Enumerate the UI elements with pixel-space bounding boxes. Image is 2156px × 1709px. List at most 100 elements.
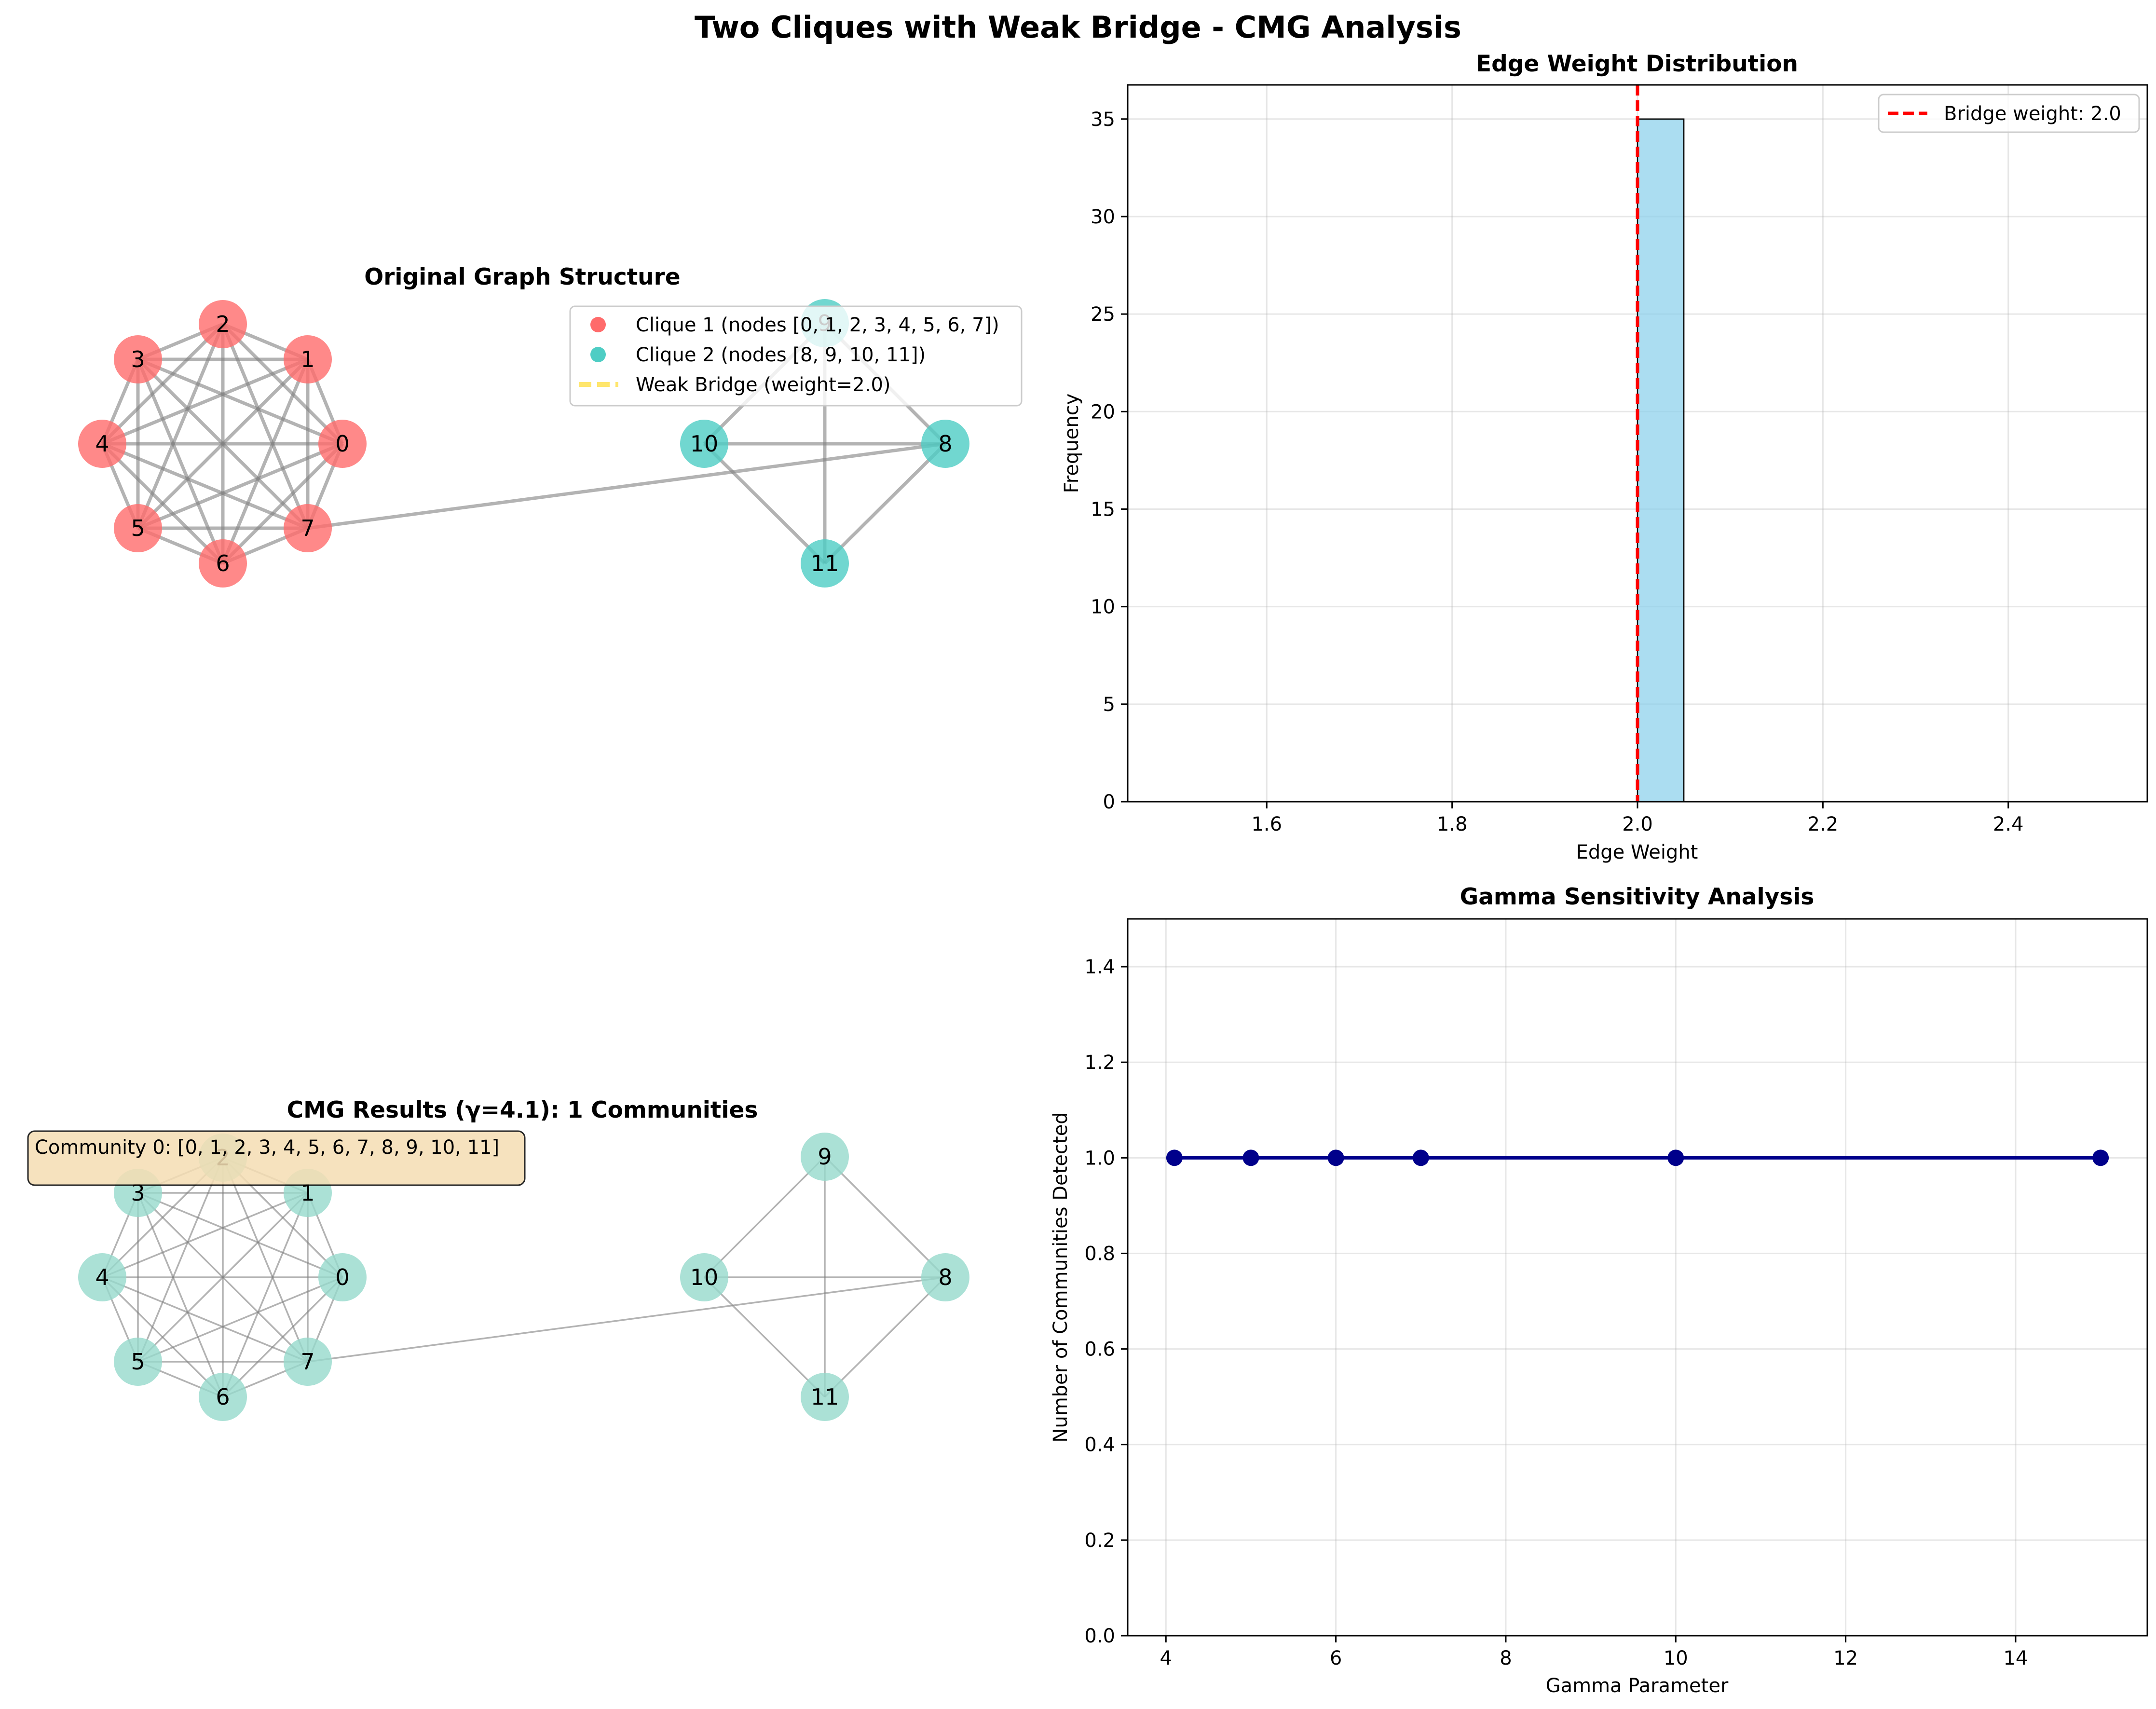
gamma-xtick-label-0: 4 [1160, 1647, 1172, 1669]
original-node-label-6: 6 [216, 550, 230, 576]
gamma-ytick-label-1: 0.2 [1084, 1530, 1115, 1552]
hist-ytick-label-5: 25 [1091, 303, 1115, 326]
gamma-ytick-label-7: 1.4 [1084, 956, 1115, 978]
gamma-ytick-label-4: 0.8 [1084, 1243, 1115, 1265]
cmg-node-6 [199, 1373, 247, 1421]
cmg-results-title: CMG Results (γ=4.1): 1 Communities [287, 1097, 758, 1123]
histogram-legend: Bridge weight: 2.0 [1878, 94, 2140, 133]
cmg-edge-4-6 [101, 1276, 224, 1398]
cmg-node-10 [680, 1253, 728, 1301]
original-graph-legend: Clique 1 (nodes [0, 1, 2, 3, 4, 5, 6, 7]… [569, 305, 1023, 407]
cmg-edge-10-11 [703, 1276, 826, 1398]
hist-xtick-label-2: 2.0 [1622, 813, 1653, 835]
hist-xtick-label-0: 1.6 [1251, 813, 1282, 835]
gamma-ytick-label-2: 0.4 [1084, 1434, 1115, 1456]
cmg-node-label-11: 11 [811, 1384, 839, 1410]
gamma-point-3 [1412, 1149, 1429, 1166]
original-edge-10-11 [703, 442, 826, 565]
original-legend-label-0: Clique 1 (nodes [0, 1, 2, 3, 4, 5, 6, 7]… [636, 314, 999, 336]
histogram-bars [1637, 118, 1685, 803]
gamma-ytick-label-5: 1.0 [1084, 1147, 1115, 1169]
gamma-xlabel: Gamma Parameter [1546, 1675, 1729, 1697]
gamma-ytick-label-3: 0.6 [1084, 1339, 1115, 1361]
cmg-node-4 [78, 1253, 126, 1301]
cmg-edge-8-9 [824, 1156, 946, 1278]
gamma-ylabel: Number of Communities Detected [1050, 1112, 1072, 1442]
cmg-node-8 [921, 1253, 969, 1301]
hist-xtick-label-3: 2.2 [1808, 813, 1839, 835]
original-node-5 [114, 504, 162, 552]
original-legend-marker-0 [590, 317, 606, 332]
gamma-axes-frame [1127, 918, 2148, 1637]
original-edge-4-6 [101, 442, 224, 565]
original-node-7 [284, 504, 332, 552]
original-edge-2-7 [221, 323, 310, 529]
cmg-node-label-7: 7 [300, 1349, 314, 1375]
cmg-edge-2-7 [222, 1157, 309, 1362]
original-node-1 [284, 335, 332, 383]
cmg-edge-9-10 [703, 1156, 826, 1278]
gamma-ticks: 4 6 8 10 12 14 0.0 0.2 0.4 0.6 0.8 1.0 1.2 1.4 [1084, 956, 2028, 1669]
gamma-ytick-label-6: 1.2 [1084, 1052, 1115, 1074]
cmg-node-0 [318, 1253, 367, 1301]
original-node-8 [921, 420, 969, 468]
hist-ytick-label-0: 0 [1103, 791, 1115, 813]
gamma-point-5 [2092, 1149, 2109, 1166]
cmg-node-label-9: 9 [818, 1144, 832, 1170]
original-edge-8-11 [823, 442, 947, 565]
gamma-xtick-label-3: 10 [1664, 1647, 1688, 1669]
histogram-ticks: 1.6 1.8 2.0 2.2 2.4 0 5 10 15 20 25 30 35 [1091, 109, 2023, 835]
cmg-node-11 [801, 1373, 849, 1421]
hist-ytick-label-1: 5 [1103, 694, 1115, 716]
gamma-xtick-label-1: 6 [1330, 1647, 1342, 1669]
gamma-series [1166, 1149, 2109, 1166]
histogram-xlabel: Edge Weight [1576, 841, 1698, 863]
gamma-sensitivity-panel: Gamma Sensitivity Analysis 4 6 8 10 12 14 0.0 0… [1050, 884, 2148, 1697]
original-legend-label-2: Weak Bridge (weight=2.0) [636, 374, 891, 396]
original-node-4 [78, 420, 126, 468]
original-node-label-1: 1 [300, 346, 314, 372]
community-annotation-text: Community 0: [0, 1, 2, 3, 4, 5, 6, 7, 8,… [35, 1136, 499, 1159]
original-node-label-4: 4 [95, 431, 109, 457]
cmg-node-label-8: 8 [938, 1264, 952, 1290]
original-node-3 [114, 335, 162, 383]
hist-legend-label: Bridge weight: 2.0 [1944, 103, 2121, 125]
original-edge-3-7 [136, 358, 309, 530]
hist-legend-frame [1878, 94, 2140, 133]
original-node-11 [801, 539, 849, 588]
original-node-6 [199, 539, 247, 588]
cmg-node-7 [284, 1338, 332, 1386]
original-node-label-3: 3 [131, 346, 145, 372]
gamma-title: Gamma Sensitivity Analysis [1460, 884, 1815, 910]
original-edge-7-8 [307, 442, 946, 530]
hist-ytick-label-7: 35 [1091, 109, 1115, 131]
cmg-edge-3-7 [137, 1192, 309, 1363]
gamma-xtick-label-2: 8 [1500, 1647, 1512, 1669]
gamma-xtick-label-4: 12 [1833, 1647, 1858, 1669]
hist-ytick-label-2: 10 [1091, 596, 1115, 618]
original-node-0 [318, 420, 367, 468]
cmg-edge-8-11 [824, 1276, 946, 1398]
gamma-point-1 [1242, 1149, 1259, 1166]
original-graph-panel: Original Graph Structure 01234567891011 … [78, 264, 1023, 588]
original-node-label-11: 11 [811, 550, 839, 576]
cmg-node-label-0: 0 [335, 1264, 349, 1290]
community-annotation: Community 0: [0, 1, 2, 3, 4, 5, 6, 7, 8,… [27, 1130, 526, 1186]
original-node-label-5: 5 [131, 515, 145, 541]
gamma-point-0 [1166, 1149, 1183, 1166]
gamma-ytick-label-0: 0.0 [1084, 1625, 1115, 1647]
original-graph-title: Original Graph Structure [364, 264, 680, 290]
original-node-10 [680, 420, 728, 468]
original-node-label-8: 8 [938, 431, 952, 457]
histogram-ylabel: Frequency [1061, 394, 1083, 493]
cmg-edge-1-6 [222, 1192, 309, 1397]
community-annotation-box [27, 1130, 526, 1186]
original-edge-4-7 [101, 442, 309, 530]
hist-ytick-label-4: 20 [1091, 401, 1115, 423]
figure-suptitle: Two Cliques with Weak Bridge - CMG Analy… [695, 10, 1461, 45]
original-node-label-10: 10 [690, 431, 719, 457]
hist-xtick-label-4: 2.4 [1993, 813, 2024, 835]
gamma-grid [1128, 919, 2147, 1637]
edge-weight-histogram-panel: Edge Weight Distribution 1.6 1.8 2.0 2.2 2.4… [1061, 51, 2148, 863]
